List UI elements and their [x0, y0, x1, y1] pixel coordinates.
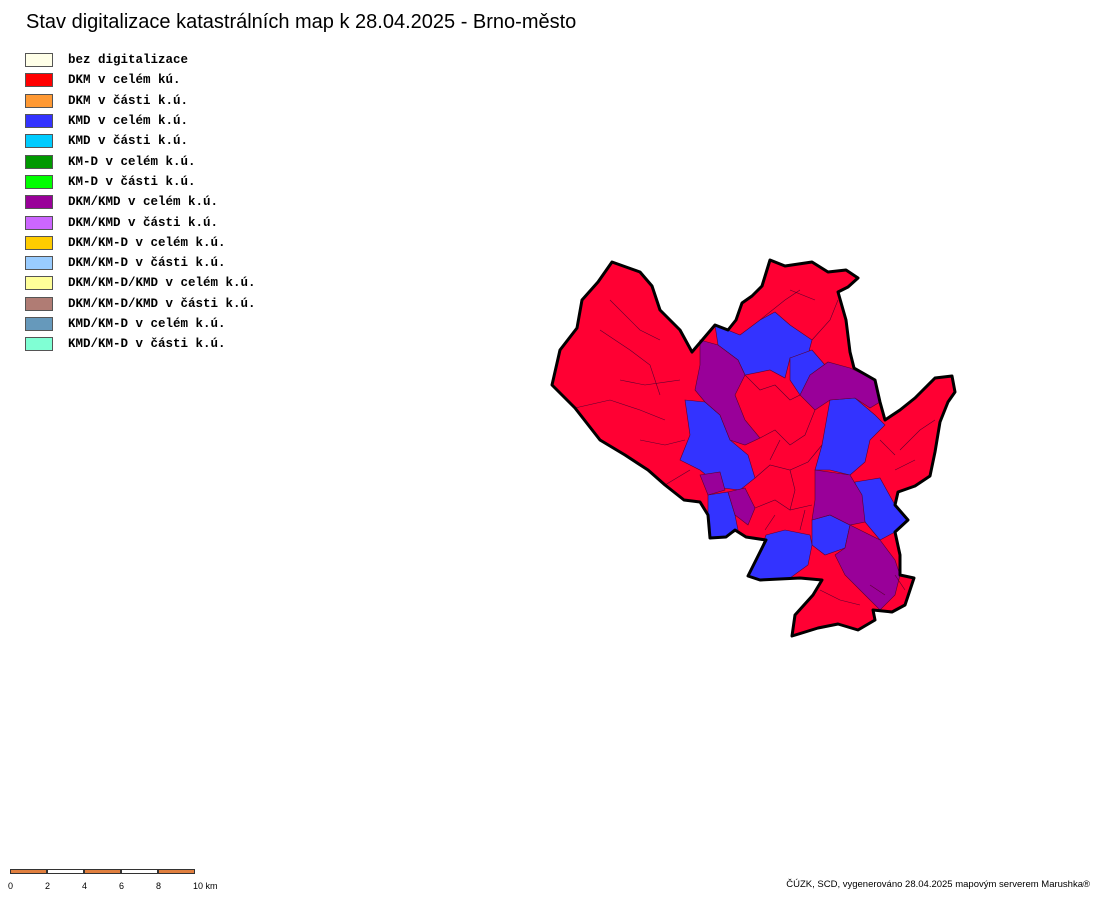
scale-bar-tick-label: 8 — [156, 881, 162, 891]
cadastral-boundary-line — [574, 399, 666, 421]
cadastral-boundary-line — [811, 299, 839, 341]
cadastral-area-dkm-kmd[interactable] — [699, 471, 726, 496]
legend-label: KM-D v části k.ú. — [68, 174, 196, 189]
cadastral-area-dkm-kmd[interactable] — [799, 361, 881, 411]
legend-label: KM-D v celém k.ú. — [68, 154, 196, 169]
cadastral-boundary-line — [664, 469, 691, 486]
legend-swatch — [25, 154, 53, 169]
scale-bar-segment — [10, 869, 47, 874]
cadastral-boundary-line — [599, 329, 661, 396]
legend-item: DKM/KM-D/KMD v celém k.ú. — [25, 273, 256, 293]
scale-bar-tick-label: 0 — [8, 881, 14, 891]
legend-label: DKM v části k.ú. — [68, 93, 189, 108]
scale-bar-tick-label: 10 km — [193, 881, 218, 891]
cadastral-boundary-line — [899, 419, 936, 451]
scale-bar-segment — [158, 869, 195, 874]
legend-swatch — [25, 296, 53, 311]
legend-label: DKM/KMD v části k.ú. — [68, 215, 219, 230]
legend-item: DKM/KM-D v části k.ú. — [25, 253, 256, 273]
legend-label: KMD/KM-D v celém k.ú. — [68, 317, 226, 331]
legend-swatch — [25, 73, 53, 88]
legend-swatch — [25, 317, 53, 331]
legend-swatch — [25, 174, 53, 189]
cadastral-area-dkm-kmd[interactable] — [694, 339, 761, 446]
cadastral-boundaries — [574, 289, 936, 606]
legend-item: DKM/KM-D v celém k.ú. — [25, 233, 256, 253]
legend-label: DKM/KM-D v celém k.ú. — [68, 235, 226, 250]
cadastral-boundary-line — [744, 374, 801, 401]
credit-text: ČÚZK, SCD, vygenerováno 28.04.2025 mapov… — [786, 879, 1090, 890]
cadastral-boundary-line — [769, 439, 781, 461]
cadastral-boundary-line — [764, 514, 776, 531]
legend-label: DKM/KM-D/KMD v celém k.ú. — [68, 276, 256, 291]
scale-bar-segment — [84, 869, 121, 874]
legend-swatch — [25, 134, 53, 149]
cadastral-boundary-line — [759, 289, 801, 321]
district-outline — [550, 258, 957, 638]
scale-bar-tick-label: 6 — [119, 881, 125, 891]
cadastral-boundary-line — [619, 379, 681, 386]
legend-label: KMD v celém k.ú. — [68, 114, 189, 129]
scale-bar-tick-label: 2 — [45, 881, 51, 891]
legend-swatch — [25, 235, 53, 250]
legend-item: KMD/KM-D v celém k.ú. — [25, 314, 256, 334]
legend-label: bez digitalizace — [68, 53, 189, 68]
cadastral-boundary-line — [869, 584, 886, 596]
legend-item: KM-D v části k.ú. — [25, 172, 256, 192]
legend-item: DKM v části k.ú. — [25, 91, 256, 111]
cadastral-boundary-line — [754, 499, 813, 511]
legend-swatch — [25, 53, 53, 68]
cadastral-boundary-line — [789, 469, 796, 511]
legend-item: DKM/KM-D/KMD v části k.ú. — [25, 294, 256, 314]
legend-item: bez digitalizace — [25, 50, 256, 70]
legend-item: DKM/KMD v celém k.ú. — [25, 192, 256, 212]
legend-item: KMD/KM-D v části k.ú. — [25, 334, 256, 354]
map-title: Stav digitalizace katastrálních map k 28… — [26, 11, 577, 33]
cadastral-boundary-line — [759, 409, 816, 446]
legend-label: KMD v části k.ú. — [68, 134, 189, 149]
legend-item: DKM/KMD v části k.ú. — [25, 212, 256, 232]
cadastral-boundary-line — [789, 289, 816, 301]
cadastral-boundary-line — [894, 574, 906, 591]
legend-item: KM-D v celém k.ú. — [25, 151, 256, 171]
legend-item: KMD v části k.ú. — [25, 131, 256, 151]
legend-swatch — [25, 114, 53, 129]
legend-swatch — [25, 337, 53, 352]
legend-label: KMD/KM-D v části k.ú. — [68, 337, 226, 352]
legend-swatch — [25, 195, 53, 210]
legend-swatch — [25, 215, 53, 230]
cadastral-area-kmd[interactable] — [814, 397, 886, 476]
legend-label: DKM v celém kú. — [68, 73, 181, 88]
cadastral-areas — [679, 311, 909, 611]
legend-label: DKM/KM-D v části k.ú. — [68, 256, 226, 271]
cadastral-boundary-line — [799, 509, 806, 531]
cadastral-boundary-line — [609, 299, 661, 341]
scale-bar-tick-label: 4 — [82, 881, 88, 891]
cadastral-boundary-line — [894, 459, 916, 471]
cadastral-boundary-line — [819, 589, 861, 606]
cadastral-boundary-line — [639, 439, 686, 446]
legend-swatch — [25, 256, 53, 271]
legend-item: DKM v celém kú. — [25, 70, 256, 90]
legend-item: KMD v celém k.ú. — [25, 111, 256, 131]
legend: bez digitalizace DKM v celém kú. DKM v čás… — [25, 50, 256, 354]
legend-swatch — [25, 276, 53, 291]
cadastral-boundary-line — [879, 439, 896, 456]
scale-bar-segment — [47, 869, 84, 874]
scale-bar-segment — [121, 869, 158, 874]
cadastral-area-dkm-kmd[interactable] — [727, 487, 756, 526]
legend-swatch — [25, 93, 53, 108]
scale-bar: 0 2 4 6 8 10 km — [8, 868, 218, 896]
legend-label: DKM/KMD v celém k.ú. — [68, 195, 219, 210]
legend-label: DKM/KM-D/KMD v části k.ú. — [68, 296, 256, 311]
